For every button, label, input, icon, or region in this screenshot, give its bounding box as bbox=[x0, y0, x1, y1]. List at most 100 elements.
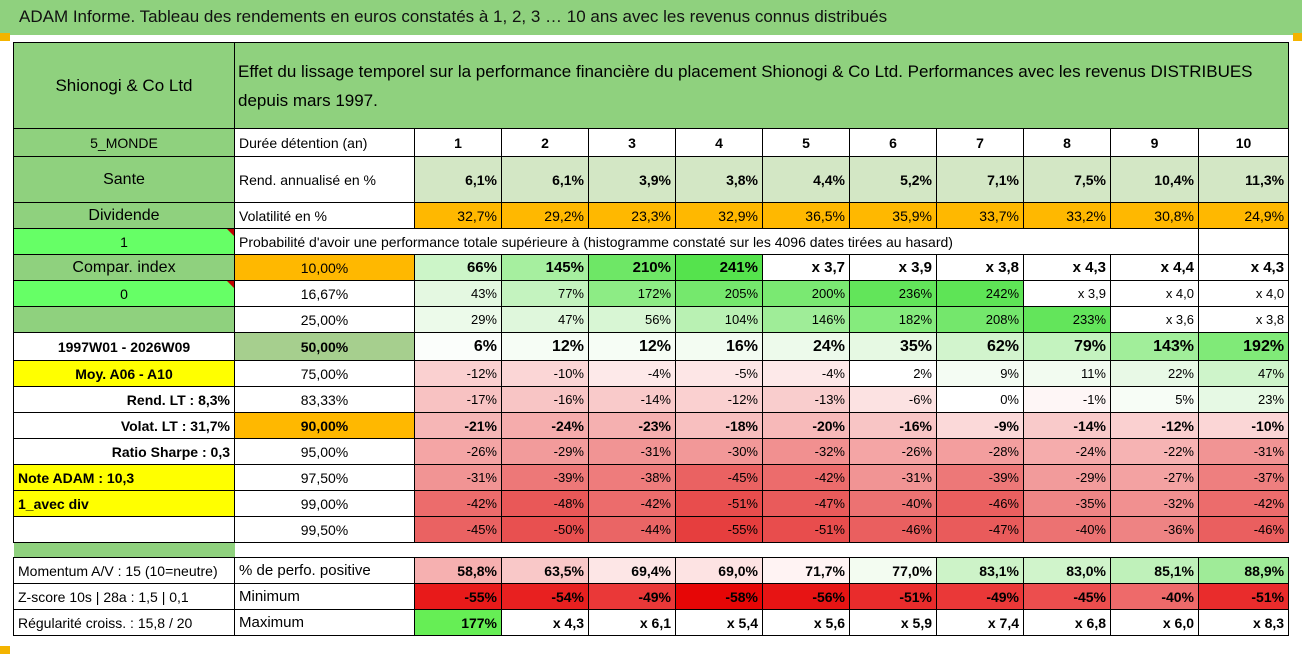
percentile-cell: 2% bbox=[849, 360, 937, 387]
percentile-label: 16,67% bbox=[234, 280, 415, 307]
percentile-cell: 0% bbox=[936, 386, 1024, 413]
rend-cell: 6,1% bbox=[414, 156, 502, 203]
percentile-cell: 104% bbox=[675, 306, 763, 333]
title-bar: ADAM Informe. Tableau des rendements en … bbox=[0, 0, 1302, 35]
percentile-cell: -26% bbox=[849, 438, 937, 465]
percentile-cell: -18% bbox=[675, 412, 763, 439]
percentile-cell: 24% bbox=[762, 332, 850, 361]
performance-table: Shionogi & Co Ltd Effet du lissage tempo… bbox=[13, 42, 1290, 636]
maximum-cell: x 6,8 bbox=[1023, 609, 1111, 636]
positive-cell: 58,8% bbox=[414, 557, 502, 584]
rend-cell: 5,2% bbox=[849, 156, 937, 203]
maximum-cell: 177% bbox=[414, 609, 502, 636]
percentile-cell: -24% bbox=[501, 412, 589, 439]
percentile-cell: -42% bbox=[1197, 490, 1290, 517]
percentile-cell: -1% bbox=[1023, 386, 1111, 413]
percentile-cell: -51% bbox=[675, 490, 763, 517]
percentile-cell: -45% bbox=[414, 516, 502, 543]
corner-marker bbox=[0, 646, 10, 654]
percentile-cell: -26% bbox=[414, 438, 502, 465]
percentile-cell: x 4,0 bbox=[1197, 280, 1290, 307]
percentile-cell: -27% bbox=[1110, 464, 1199, 491]
moy-label: Moy. A06 - A10 bbox=[13, 360, 235, 387]
avec-div-label: 1_avec div bbox=[13, 490, 235, 517]
percentile-cell: -42% bbox=[762, 464, 850, 491]
volat-cell: 33,2% bbox=[1023, 202, 1111, 229]
volat-cell: 30,8% bbox=[1110, 202, 1199, 229]
percentile-cell: -35% bbox=[1023, 490, 1111, 517]
bottom-row: Régularité croiss. : 15,8 / 20 Maximum 1… bbox=[13, 609, 1290, 636]
percentile-cell: -50% bbox=[501, 516, 589, 543]
rend-cell: 10,4% bbox=[1110, 156, 1199, 203]
probability-caption: Probabilité d'avoir une performance tota… bbox=[234, 228, 1111, 255]
percentile-cell: -51% bbox=[762, 516, 850, 543]
sharpe-label: Ratio Sharpe : 0,3 bbox=[13, 438, 235, 465]
volat-cell: 24,9% bbox=[1197, 202, 1290, 229]
minimum-cell: -51% bbox=[1197, 583, 1290, 610]
percentile-row: Note ADAM : 10,3 97,50% -31% -39% -38% -45%… bbox=[13, 464, 1290, 491]
percentile-cell: -9% bbox=[936, 412, 1024, 439]
percentile-cell: x 3,6 bbox=[1110, 306, 1199, 333]
percentile-cell: 47% bbox=[501, 306, 589, 333]
percentile-cell: -45% bbox=[675, 464, 763, 491]
percentile-cell: x 4,0 bbox=[1110, 280, 1199, 307]
minimum-label: Minimum bbox=[234, 583, 415, 610]
percentile-cell: -4% bbox=[762, 360, 850, 387]
year-header: 8 bbox=[1023, 128, 1111, 157]
empty-cell bbox=[1197, 228, 1290, 255]
volat-cell: 32,9% bbox=[675, 202, 763, 229]
percentile-cell: x 3,7 bbox=[762, 254, 850, 281]
percentile-cell: -31% bbox=[414, 464, 502, 491]
percentile-row: 99,50% -45% -50% -44% -55% -51% -46% -47% -40% -… bbox=[13, 516, 1290, 543]
corner-marker bbox=[1293, 33, 1302, 41]
percentile-cell: x 3,8 bbox=[936, 254, 1024, 281]
minimum-cell: -54% bbox=[501, 583, 589, 610]
maximum-cell: x 5,9 bbox=[849, 609, 937, 636]
percentile-cell: -14% bbox=[588, 386, 676, 413]
percentile-cell: x 4,4 bbox=[1110, 254, 1199, 281]
rend-cell: 4,4% bbox=[762, 156, 850, 203]
corner-marker bbox=[0, 33, 10, 41]
percentile-cell: 79% bbox=[1023, 332, 1111, 361]
rend-cell: 11,3% bbox=[1197, 156, 1290, 203]
rend-label: Rend. annualisé en % bbox=[234, 156, 415, 203]
year-header: 3 bbox=[588, 128, 676, 157]
percentile-cell: 12% bbox=[501, 332, 589, 361]
percentile-cell: 77% bbox=[501, 280, 589, 307]
percentile-cell: -32% bbox=[762, 438, 850, 465]
duree-label: Durée détention (an) bbox=[234, 128, 415, 157]
percentile-cell: -39% bbox=[936, 464, 1024, 491]
percentile-row: 1_avec div 99,00% -42% -48% -42% -51% -47% -4… bbox=[13, 490, 1290, 517]
percentile-cell: 200% bbox=[762, 280, 850, 307]
percentile-cell: 208% bbox=[936, 306, 1024, 333]
option-one-cell[interactable]: 1 bbox=[13, 228, 235, 255]
percentile-cell: 146% bbox=[762, 306, 850, 333]
positive-cell: 71,7% bbox=[762, 557, 850, 584]
percentile-cell: -22% bbox=[1110, 438, 1199, 465]
percentile-cell: -29% bbox=[1023, 464, 1111, 491]
option-zero-cell[interactable]: 0 bbox=[13, 280, 235, 307]
maximum-cell: x 6,1 bbox=[588, 609, 676, 636]
year-header: 4 bbox=[675, 128, 763, 157]
percentile-cell: -42% bbox=[588, 490, 676, 517]
bottom-row: Z-score 10s | 28a : 1,5 | 0,1 Minimum -5… bbox=[13, 583, 1290, 610]
positive-label: % de perfo. positive bbox=[234, 557, 415, 584]
maximum-cell: x 6,0 bbox=[1110, 609, 1199, 636]
percentile-cell: -29% bbox=[501, 438, 589, 465]
percentile-cell: 172% bbox=[588, 280, 676, 307]
empty-green-cell bbox=[13, 306, 235, 333]
year-header: 5 bbox=[762, 128, 850, 157]
percentile-label: 99,50% bbox=[234, 516, 415, 543]
percentile-cell: 6% bbox=[414, 332, 502, 361]
maximum-cell: x 5,4 bbox=[675, 609, 763, 636]
percentile-cell: 12% bbox=[588, 332, 676, 361]
percentile-cell: -16% bbox=[849, 412, 937, 439]
percentile-cell: -39% bbox=[501, 464, 589, 491]
percentile-cell: 66% bbox=[414, 254, 502, 281]
percentile-cell: -46% bbox=[1197, 516, 1290, 543]
percentile-cell: -36% bbox=[1110, 516, 1199, 543]
percentile-cell: -21% bbox=[414, 412, 502, 439]
note-adam-label: Note ADAM : 10,3 bbox=[13, 464, 235, 491]
maximum-cell: x 7,4 bbox=[936, 609, 1024, 636]
percentile-cell: 241% bbox=[675, 254, 763, 281]
